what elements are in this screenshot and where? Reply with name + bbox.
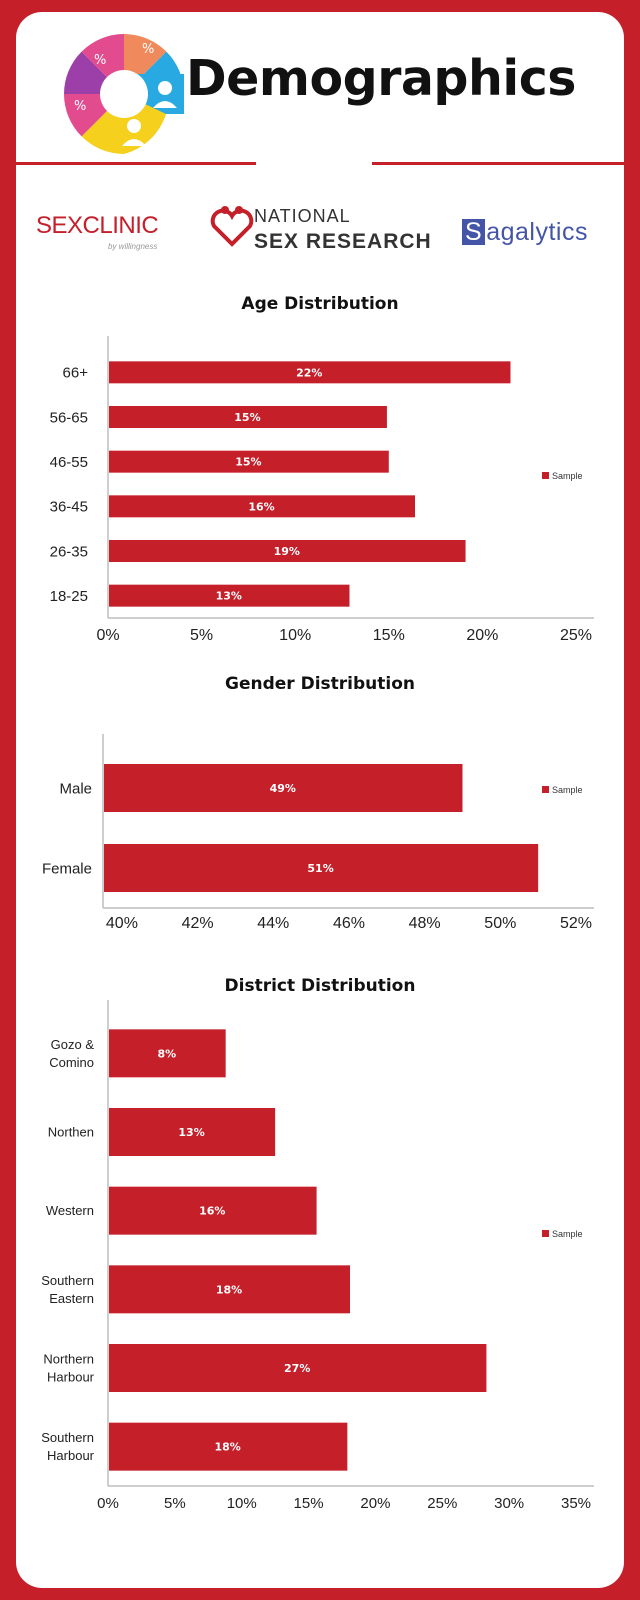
- category-label: 26-35: [50, 543, 88, 560]
- category-label: 56-65: [50, 409, 88, 426]
- person-icon: [122, 119, 146, 146]
- bar: [109, 1108, 276, 1156]
- gender-distribution-chart: Gender Distribution 49% Male 51% Female 40% 4…: [16, 672, 624, 942]
- category-label: Male: [59, 780, 92, 797]
- data-label: 13%: [216, 590, 242, 603]
- category-label: Western: [46, 1203, 94, 1218]
- heart-people-icon: [210, 206, 254, 247]
- chart-title: Age Distribution: [241, 294, 399, 314]
- category-label: 46-55: [50, 454, 88, 471]
- tick-label: 44%: [257, 915, 289, 932]
- category-label: 36-45: [50, 499, 88, 516]
- data-label: 15%: [234, 411, 260, 424]
- data-label: 22%: [296, 366, 322, 379]
- infographic-card: % % % Demographics SEXCLINIC by willingn…: [16, 12, 624, 1588]
- bar: [109, 361, 511, 384]
- tick-label: 10%: [279, 627, 311, 644]
- tick-label: 20%: [360, 1495, 390, 1512]
- data-label: 51%: [307, 862, 333, 875]
- bar: [109, 1029, 226, 1078]
- district-distribution-chart: District Distribution 8% Gozo & Comino 13% N…: [16, 974, 624, 1534]
- tick-label: 15%: [294, 1495, 324, 1512]
- bar: [104, 764, 463, 812]
- bar: [109, 584, 350, 607]
- tick-label: 50%: [484, 915, 516, 932]
- tick-label: 0%: [96, 627, 119, 644]
- tick-label: 5%: [164, 1495, 186, 1512]
- bar: [109, 1422, 348, 1471]
- tick-label: 35%: [561, 1495, 591, 1512]
- legend-swatch: [542, 472, 549, 479]
- tick-label: 52%: [560, 915, 592, 932]
- data-label: 19%: [274, 545, 300, 558]
- data-label: 15%: [235, 456, 261, 469]
- data-label: 13%: [178, 1126, 204, 1139]
- tick-label: 46%: [333, 915, 365, 932]
- gender-chart-svg: 49% Male 51% Female 40% 42% 44% 46% 48% 50% 52% Sam…: [42, 734, 594, 932]
- age-distribution-chart: Age Distribution 22% 66+ 15% 56-65 15% 46-55 1…: [16, 292, 624, 652]
- category-label: Northern Harbour: [43, 1352, 94, 1385]
- district-chart-svg: 8% Gozo & Comino 13% Northen 16% Western 18% Sou…: [41, 1000, 594, 1512]
- tick-label: 25%: [427, 1495, 457, 1512]
- divider: [372, 162, 624, 165]
- tick-label: 48%: [409, 915, 441, 932]
- data-label: 49%: [270, 782, 296, 795]
- data-label: 18%: [216, 1283, 242, 1296]
- category-label: 18-25: [50, 588, 88, 605]
- legend-swatch: [542, 1230, 549, 1237]
- category-label: 66+: [63, 365, 89, 382]
- tick-label: 25%: [560, 627, 592, 644]
- legend-swatch: [542, 786, 549, 793]
- svg-text:%: %: [74, 99, 86, 114]
- data-label: 16%: [199, 1205, 225, 1218]
- header: % % % Demographics: [16, 12, 624, 162]
- data-label: 27%: [284, 1362, 310, 1375]
- tick-label: 0%: [97, 1495, 119, 1512]
- svg-text:%: %: [94, 53, 106, 68]
- category-label: Gozo & Comino: [49, 1037, 94, 1070]
- bar: [109, 1186, 317, 1235]
- data-label: 16%: [248, 500, 274, 513]
- person-icon: [153, 81, 177, 108]
- category-label: Northen: [48, 1125, 94, 1140]
- page-title: Demographics: [186, 50, 576, 107]
- data-label: 8%: [157, 1047, 176, 1060]
- tick-label: 30%: [494, 1495, 524, 1512]
- chart-title: Gender Distribution: [225, 674, 415, 694]
- tick-label: 5%: [190, 627, 213, 644]
- legend-label: Sample: [552, 785, 583, 795]
- bar: [109, 1344, 487, 1392]
- age-chart-svg: 22% 66+ 15% 56-65 15% 46-55 16% 36-45 19% 26-35 13…: [50, 336, 594, 644]
- category-label: Southern Harbour: [41, 1430, 94, 1463]
- tick-label: 40%: [106, 915, 138, 932]
- bar: [109, 495, 416, 518]
- sexclinic-logo: SEXCLINIC by willingness: [36, 212, 159, 251]
- bar: [109, 450, 389, 473]
- tick-label: 10%: [227, 1495, 257, 1512]
- bar: [104, 844, 539, 892]
- svg-text:%: %: [142, 42, 154, 57]
- category-label: Female: [42, 860, 92, 877]
- tick-label: 42%: [182, 915, 214, 932]
- partner-logos: SEXCLINIC by willingness NATIONAL SEX RE…: [36, 206, 588, 253]
- percentage-pie-people-icon: % % %: [64, 34, 184, 154]
- bar: [109, 540, 466, 562]
- category-label: Southern Eastern: [41, 1273, 94, 1306]
- tick-label: 15%: [373, 627, 405, 644]
- tick-label: 20%: [466, 627, 498, 644]
- data-label: 18%: [215, 1441, 241, 1454]
- chart-title: District Distribution: [224, 976, 416, 996]
- legend-label: Sample: [552, 471, 583, 481]
- legend-label: Sample: [552, 1229, 583, 1239]
- bar: [109, 1265, 351, 1314]
- bar: [109, 406, 387, 428]
- divider: [16, 162, 256, 165]
